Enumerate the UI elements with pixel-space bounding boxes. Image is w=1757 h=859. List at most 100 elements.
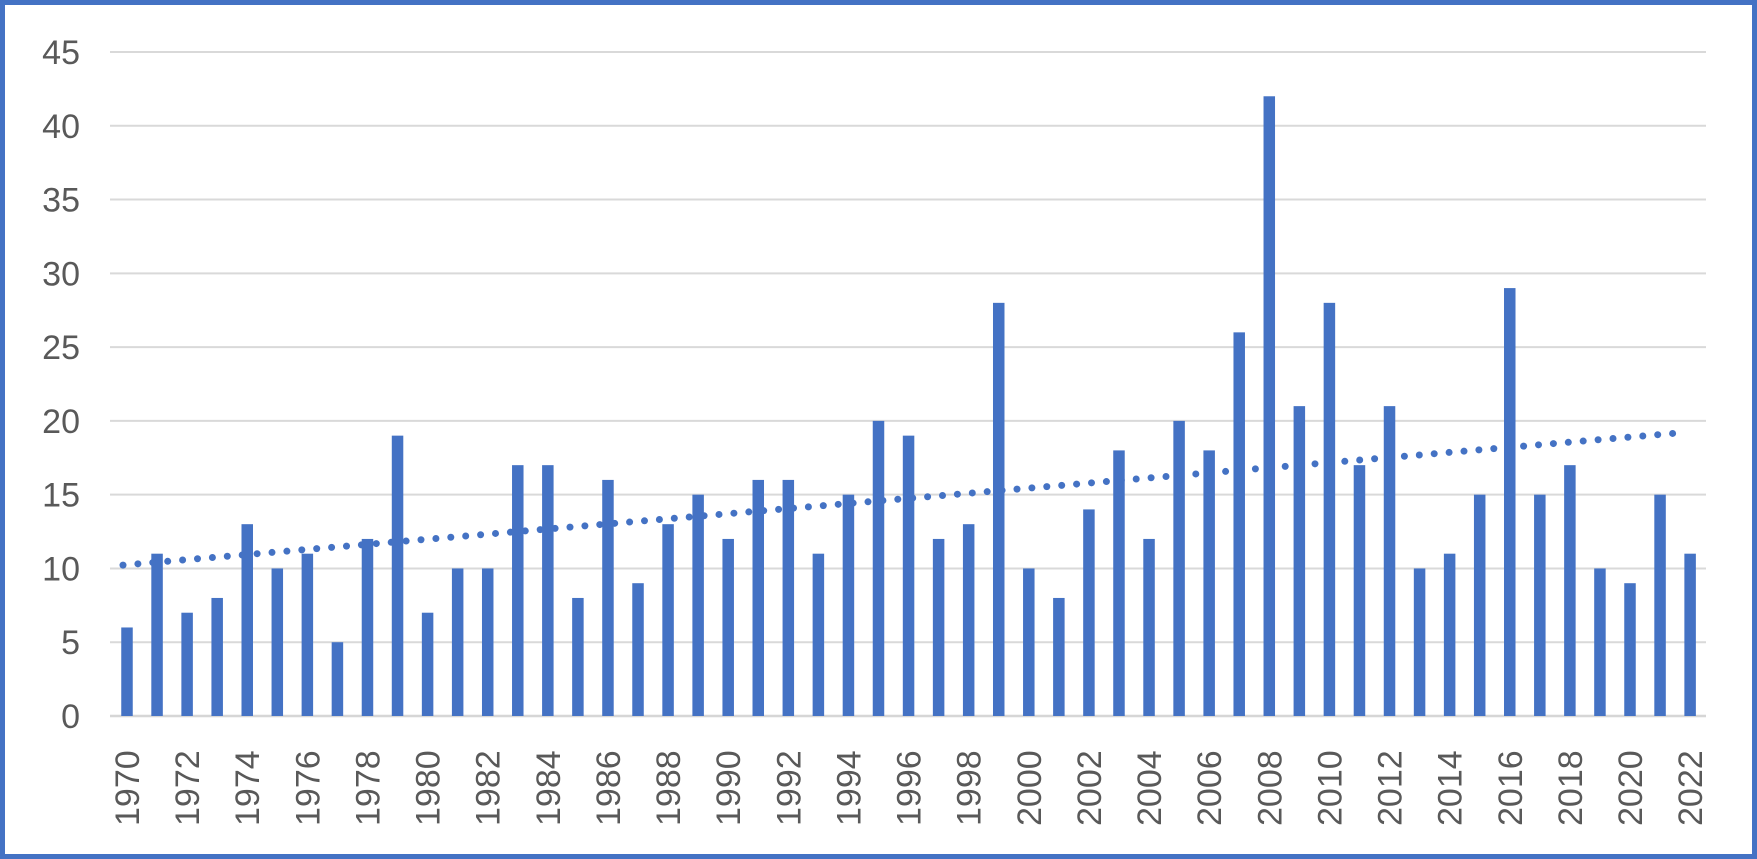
trendline-dot [819, 502, 827, 510]
trendline-dot [1520, 442, 1528, 450]
trendline-dot [1281, 462, 1289, 470]
trendline-dot [1490, 445, 1498, 453]
bar-1992 [782, 479, 795, 716]
trendline-dot [462, 532, 470, 540]
bar-2016 [1504, 288, 1516, 716]
trendline-dot [492, 529, 499, 537]
bar-2000 [1023, 568, 1035, 716]
trendline-dot [1296, 461, 1304, 469]
trendline-dot [1609, 435, 1617, 443]
trendline-dot [1460, 447, 1468, 455]
trendline-dot [283, 547, 291, 555]
trendline-dot [834, 500, 842, 508]
trendline-dot [1639, 432, 1647, 440]
trendline-dot [566, 523, 574, 531]
trendline-dot [879, 497, 887, 505]
trendline-dot [745, 508, 753, 516]
bar-1991 [752, 479, 765, 716]
trendline-dot [1624, 433, 1632, 441]
trendline-dot [238, 551, 246, 559]
x-tick-label-1986: 1986 [590, 750, 628, 826]
trendline-dot [894, 495, 902, 503]
trendline-dot [581, 522, 589, 530]
trendline-dot [1207, 469, 1215, 477]
trendline-dot [804, 503, 812, 511]
x-tick-label-2006: 2006 [1191, 750, 1229, 826]
bar-1987 [632, 583, 644, 716]
x-tick-label-1974: 1974 [229, 750, 267, 826]
x-tick-label-1992: 1992 [770, 750, 808, 826]
bar-1980 [421, 612, 434, 716]
bar-2001 [1053, 597, 1065, 716]
bar-1990 [722, 538, 734, 716]
x-axis-tick-labels: 1970 1972 1974 1976 1978 1980 1982 1984 1986 1988… [109, 750, 1710, 826]
bar-2014 [1443, 553, 1456, 716]
bar-2015 [1473, 494, 1486, 716]
trendline-dot [1028, 484, 1036, 492]
trendline-dot [1654, 431, 1662, 439]
trendline-dot [253, 550, 261, 558]
trendline-dot [387, 538, 395, 546]
x-tick-label-2022: 2022 [1672, 750, 1710, 826]
bar-2006 [1203, 450, 1215, 716]
bar-2010 [1323, 302, 1336, 716]
trendline-dot [1564, 438, 1572, 446]
bar-2005 [1173, 420, 1185, 716]
trendline-dot [1594, 436, 1602, 444]
bar-2002 [1083, 509, 1095, 716]
bar-1974 [241, 524, 253, 716]
trendline-dot [1549, 440, 1557, 448]
x-tick-label-1978: 1978 [349, 750, 387, 826]
x-tick-label-1996: 1996 [891, 750, 929, 826]
bar-1985 [572, 597, 584, 716]
x-tick-label-2000: 2000 [1011, 750, 1049, 826]
y-tick-label-40: 40 [42, 108, 80, 146]
trendline-dot [1430, 450, 1438, 458]
x-tick-label-2004: 2004 [1131, 750, 1169, 826]
trendline-dot [1102, 478, 1110, 486]
bar-2017 [1534, 494, 1546, 716]
trendline-dot [119, 561, 127, 569]
trendline-dot [164, 557, 172, 565]
trendline-dot [1073, 480, 1081, 488]
y-tick-label-0: 0 [61, 698, 80, 736]
y-tick-label-5: 5 [61, 624, 80, 662]
trendline-dot [655, 516, 663, 524]
bar-1983 [512, 465, 524, 716]
x-tick-label-1970: 1970 [109, 750, 147, 826]
trendline-dot [1117, 476, 1125, 484]
bar-2022 [1684, 553, 1696, 716]
trendline-dot [1445, 448, 1453, 456]
trendline-dot [372, 540, 380, 548]
trendline-dot [909, 494, 917, 502]
y-axis-tick-labels: 0 5 10 15 20 25 30 35 40 45 [42, 34, 80, 736]
trendline-dot [1371, 455, 1379, 463]
bar-2021 [1654, 494, 1666, 716]
trendline-dot [1058, 481, 1066, 489]
trendline-dot [1147, 474, 1155, 482]
bar-2020 [1624, 583, 1636, 716]
bar-1999 [992, 302, 1005, 716]
trendline-dot [983, 488, 991, 496]
trendline-dot [1222, 467, 1230, 475]
trendline-dot [968, 489, 976, 497]
x-tick-label-2010: 2010 [1311, 750, 1349, 826]
bar-series [121, 96, 1696, 717]
bar-2007 [1233, 332, 1245, 716]
bar-2019 [1594, 568, 1606, 716]
bar-1973 [211, 597, 223, 716]
trendline-dot [775, 505, 783, 513]
trendline-dot [432, 535, 440, 543]
trendline-dot [551, 524, 559, 532]
trendline-dot [998, 486, 1006, 494]
trendline-dot [1177, 471, 1185, 479]
trendline-dot [1013, 485, 1021, 493]
bar-1978 [361, 538, 374, 716]
trendline-dot [596, 521, 604, 529]
x-tick-label-1994: 1994 [830, 750, 868, 826]
x-tick-label-1984: 1984 [530, 750, 568, 826]
bar-1975 [271, 568, 284, 716]
trendline-dot [1088, 479, 1095, 487]
